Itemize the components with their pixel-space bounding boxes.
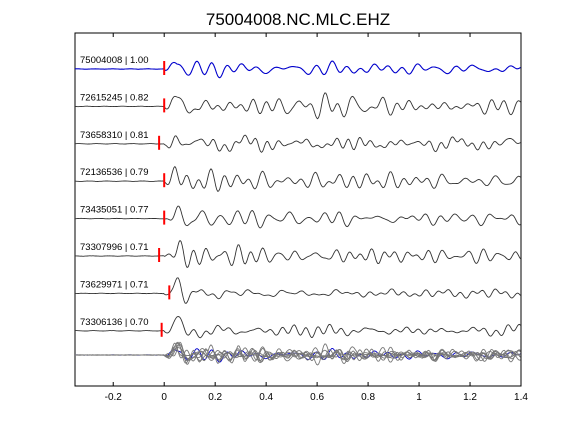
trace-line-2	[75, 92, 521, 120]
trace-label-6: 73307996 | 0.71	[80, 242, 149, 253]
x-axis: -0.2 0 0.2 0.4 0.6 0.8 1 1.2 1.4	[105, 33, 528, 403]
trace-line-8	[75, 316, 521, 339]
pick-markers	[158, 61, 171, 337]
trace-line-1	[75, 60, 521, 79]
x-tick-label: -0.2	[105, 392, 123, 403]
x-tick-label: 1.4	[514, 392, 528, 403]
x-tick-label: 0.8	[361, 392, 375, 403]
trace-line-4	[74, 165, 521, 192]
trace-line-7	[75, 277, 521, 304]
trace-line-6	[74, 239, 521, 269]
trace-label-7: 73629971 | 0.71	[80, 279, 149, 290]
trace-label-2: 72615245 | 0.82	[80, 92, 149, 103]
stack-line-8	[75, 342, 521, 362]
trace-label-1: 75004008 | 1.00	[80, 55, 149, 66]
x-tick-label: 0	[161, 392, 167, 403]
x-tick-label: 0.6	[310, 392, 324, 403]
trace-label-8: 73306136 | 0.70	[80, 317, 149, 328]
plot-frame	[74, 32, 522, 387]
x-tick-label: 0.2	[208, 392, 222, 403]
trace-line-3	[74, 134, 521, 153]
stack-line-6	[74, 341, 521, 365]
trace-line-5	[74, 205, 521, 229]
trace-label-5: 73435051 | 0.77	[80, 205, 149, 216]
trace-label-3: 73658310 | 0.81	[80, 130, 149, 141]
x-tick-label: 1.2	[463, 392, 477, 403]
stack-layer	[74, 341, 521, 366]
x-tick-label: 1	[416, 392, 422, 403]
x-tick-label: 0.4	[259, 392, 273, 403]
trace-label-4: 72136536 | 0.79	[80, 167, 149, 178]
trace-labels: 75004008 | 1.00 72615245 | 0.82 73658310 |…	[80, 55, 149, 328]
chart-title: 75004008.NC.MLC.EHZ	[206, 10, 390, 29]
traces-layer	[74, 60, 521, 339]
